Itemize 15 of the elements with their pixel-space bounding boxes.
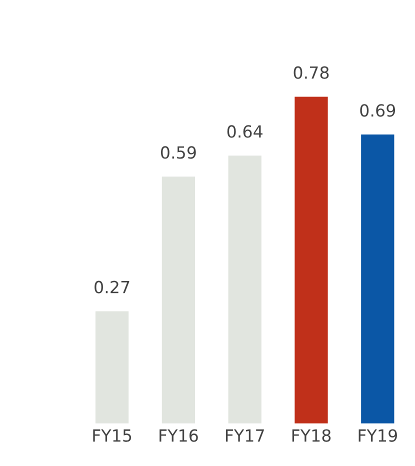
- data-label: 0.27: [94, 280, 130, 294]
- data-label: 0.64: [227, 125, 262, 138]
- bar: [160, 175, 196, 424]
- x-tick-label: FY19: [358, 429, 397, 442]
- data-label: 0.78: [294, 66, 329, 79]
- bar: [94, 310, 130, 424]
- bar: [293, 95, 330, 424]
- x-tick-label: FY16: [160, 429, 198, 442]
- x-tick-label: FY18: [292, 429, 331, 442]
- bar: [226, 154, 263, 424]
- x-tick-label: FY17: [226, 429, 264, 442]
- x-tick-label: FY15: [93, 429, 132, 442]
- data-label: 0.69: [360, 104, 396, 117]
- bar: [360, 133, 396, 424]
- data-label: 0.59: [160, 146, 196, 159]
